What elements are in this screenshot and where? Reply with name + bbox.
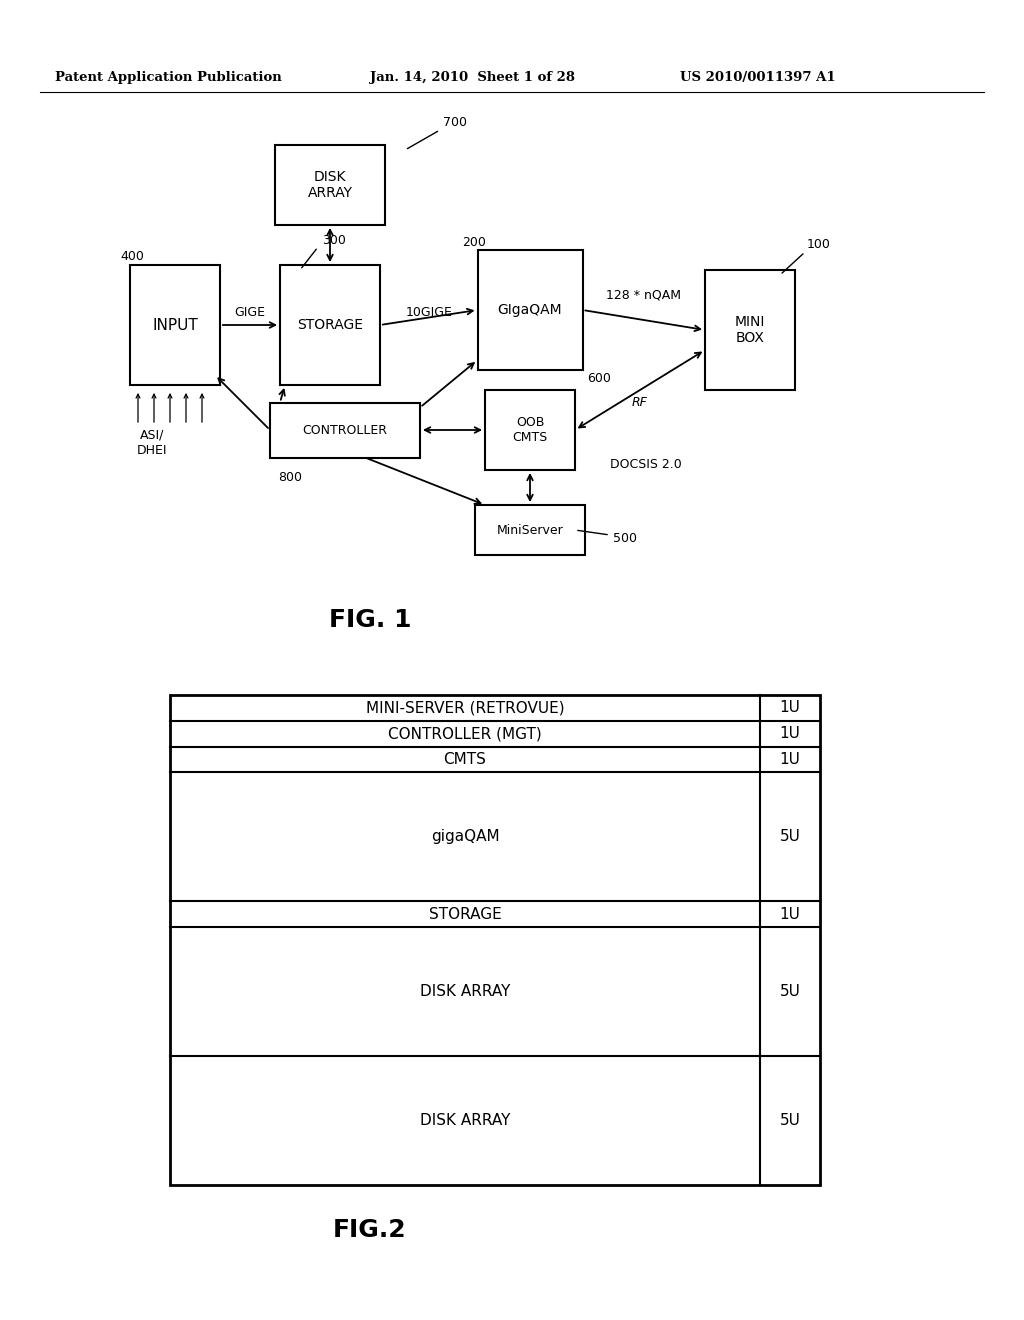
Text: GIgaQAM: GIgaQAM <box>498 304 562 317</box>
Bar <box>485 389 575 470</box>
Text: STORAGE: STORAGE <box>297 318 362 333</box>
Text: 400: 400 <box>120 251 144 264</box>
Text: 5U: 5U <box>779 829 801 845</box>
Text: OOB
CMTS: OOB CMTS <box>512 416 548 444</box>
Text: 200: 200 <box>463 235 486 248</box>
Text: MiniServer: MiniServer <box>497 524 563 536</box>
Text: Jan. 14, 2010  Sheet 1 of 28: Jan. 14, 2010 Sheet 1 of 28 <box>370 71 575 84</box>
Text: 700: 700 <box>443 116 467 129</box>
Text: DISK
ARRAY: DISK ARRAY <box>307 170 352 201</box>
Text: 300: 300 <box>322 234 346 247</box>
Text: 1U: 1U <box>779 752 801 767</box>
Text: CMTS: CMTS <box>443 752 486 767</box>
Text: GIGE: GIGE <box>234 306 265 319</box>
Text: 1U: 1U <box>779 726 801 742</box>
Text: 1U: 1U <box>779 907 801 921</box>
Text: gigaQAM: gigaQAM <box>431 829 500 845</box>
Text: 500: 500 <box>613 532 637 544</box>
Bar <box>477 249 583 370</box>
Text: ASI/
DHEI: ASI/ DHEI <box>137 429 167 457</box>
Text: DOCSIS 2.0: DOCSIS 2.0 <box>610 458 682 471</box>
Text: CONTROLLER: CONTROLLER <box>302 424 387 437</box>
Text: DISK ARRAY: DISK ARRAY <box>420 1113 510 1129</box>
Text: Patent Application Publication: Patent Application Publication <box>55 71 282 84</box>
Bar <box>130 265 220 385</box>
Text: RF: RF <box>632 396 648 408</box>
Text: CONTROLLER (MGT): CONTROLLER (MGT) <box>388 726 542 742</box>
Text: 5U: 5U <box>779 985 801 999</box>
Text: DISK ARRAY: DISK ARRAY <box>420 985 510 999</box>
Text: 600: 600 <box>588 371 611 384</box>
Text: US 2010/0011397 A1: US 2010/0011397 A1 <box>680 71 836 84</box>
Text: 5U: 5U <box>779 1113 801 1129</box>
Text: INPUT: INPUT <box>153 318 198 333</box>
Bar <box>475 506 585 554</box>
Text: 128 * nQAM: 128 * nQAM <box>606 289 681 301</box>
Bar <box>705 271 795 389</box>
Text: 100: 100 <box>807 239 830 252</box>
Text: 800: 800 <box>278 471 302 484</box>
Text: MINI-SERVER (RETROVUE): MINI-SERVER (RETROVUE) <box>366 701 564 715</box>
Bar <box>170 696 820 1185</box>
Text: FIG. 1: FIG. 1 <box>329 609 412 632</box>
Text: STORAGE: STORAGE <box>429 907 502 921</box>
Text: MINI
BOX: MINI BOX <box>735 315 765 345</box>
Text: 1U: 1U <box>779 701 801 715</box>
Bar <box>270 403 420 458</box>
Bar <box>280 265 380 385</box>
Text: 10GIGE: 10GIGE <box>406 306 453 319</box>
Text: FIG.2: FIG.2 <box>333 1218 407 1242</box>
Bar <box>275 145 385 224</box>
